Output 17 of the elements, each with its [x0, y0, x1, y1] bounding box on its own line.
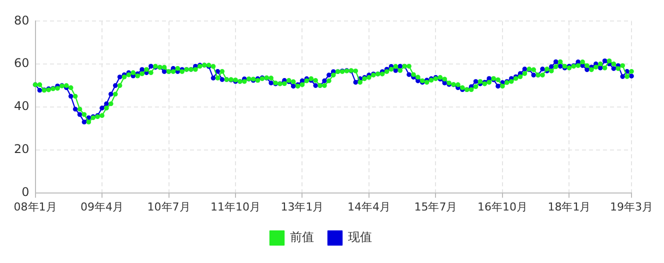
x-tick-label: 09年4月 [80, 200, 124, 214]
y-tick-label: 80 [14, 13, 30, 28]
y-tick-label: 20 [14, 142, 30, 156]
x-tick-label: 18年1月 [548, 200, 591, 214]
y-tick-label: 40 [14, 99, 30, 114]
legend-label: 现值 [348, 230, 372, 244]
x-tick-label: 16年10月 [477, 200, 528, 214]
x-tick-label: 15年7月 [414, 200, 458, 214]
x-tick-label: 11年10月 [210, 200, 260, 214]
x-tick-label: 10年7月 [147, 200, 190, 214]
x-tick-label: 08年1月 [14, 200, 57, 214]
y-tick-label: 60 [14, 56, 30, 70]
legend-label: 前值 [290, 230, 314, 244]
x-tick-label: 14年4月 [347, 200, 390, 214]
x-tick-label: 19年3月 [610, 200, 653, 214]
y-tick-label: 0 [22, 184, 30, 199]
x-tick-label: 13年1月 [280, 200, 324, 214]
